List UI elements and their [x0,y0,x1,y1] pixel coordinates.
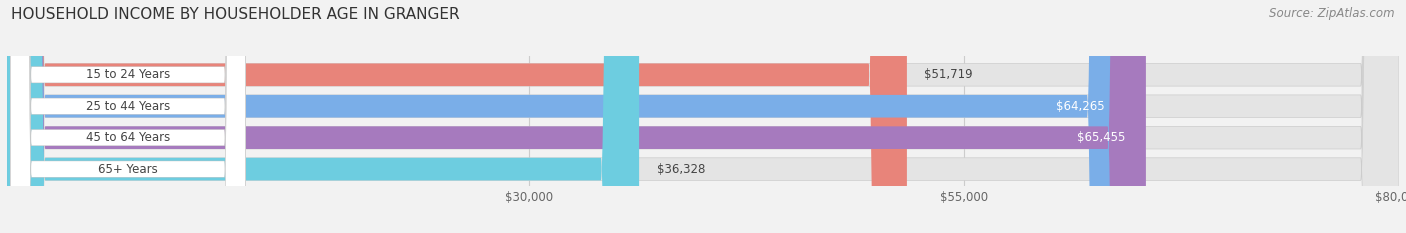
Text: $51,719: $51,719 [924,68,973,81]
FancyBboxPatch shape [7,0,1399,233]
FancyBboxPatch shape [7,0,907,233]
Text: $65,455: $65,455 [1077,131,1125,144]
Text: HOUSEHOLD INCOME BY HOUSEHOLDER AGE IN GRANGER: HOUSEHOLD INCOME BY HOUSEHOLDER AGE IN G… [11,7,460,22]
Text: $36,328: $36,328 [657,163,704,176]
FancyBboxPatch shape [7,0,1146,233]
FancyBboxPatch shape [7,0,640,233]
FancyBboxPatch shape [10,0,246,233]
Text: 15 to 24 Years: 15 to 24 Years [86,68,170,81]
FancyBboxPatch shape [7,0,1399,233]
Text: 65+ Years: 65+ Years [98,163,157,176]
FancyBboxPatch shape [10,0,246,233]
Text: $64,265: $64,265 [1056,100,1104,113]
FancyBboxPatch shape [7,0,1399,233]
Text: Source: ZipAtlas.com: Source: ZipAtlas.com [1270,7,1395,20]
Text: 45 to 64 Years: 45 to 64 Years [86,131,170,144]
FancyBboxPatch shape [7,0,1125,233]
FancyBboxPatch shape [7,0,1399,233]
FancyBboxPatch shape [10,0,246,233]
Text: 25 to 44 Years: 25 to 44 Years [86,100,170,113]
FancyBboxPatch shape [10,0,246,233]
